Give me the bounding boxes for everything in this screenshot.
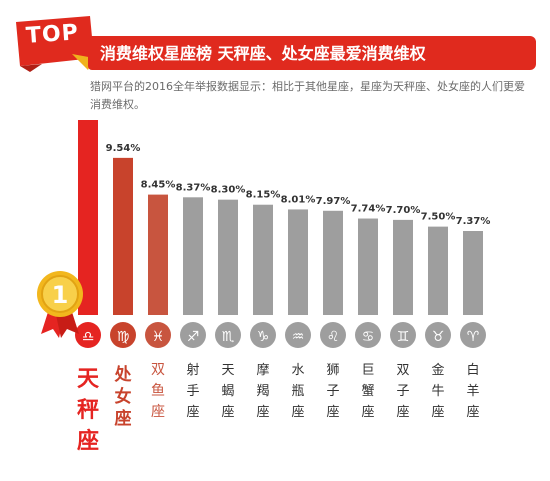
category-label-5-char-2: 座 xyxy=(256,405,269,420)
category-label-8-char-2: 座 xyxy=(361,405,374,420)
category-label-7-char-2: 座 xyxy=(326,405,339,420)
category-label-6-char-1: 瓶 xyxy=(291,384,304,399)
capricorn-icon-glyph: ♑ xyxy=(257,329,270,345)
value-label-9: 7.70% xyxy=(386,205,421,216)
gemini-icon xyxy=(390,322,416,348)
category-label-1-char-2: 座 xyxy=(115,408,132,429)
value-label-5: 8.15% xyxy=(246,190,281,201)
sagittarius-icon xyxy=(180,322,206,348)
aries-icon xyxy=(460,322,486,348)
value-label-7: 7.97% xyxy=(316,196,351,207)
category-label-8-char-1: 蟹 xyxy=(361,384,374,399)
category-label-11-char-2: 座 xyxy=(466,405,479,420)
value-label-11: 7.37% xyxy=(456,216,491,227)
sagittarius-icon-glyph: ♐ xyxy=(187,329,200,345)
libra-icon xyxy=(75,322,101,348)
category-label-2-char-2: 座 xyxy=(151,404,165,420)
value-label-3: 8.37% xyxy=(176,182,211,193)
value-label-2: 8.45% xyxy=(141,180,176,191)
pisces-icon-glyph: ♓ xyxy=(152,329,165,345)
virgo-icon-glyph: ♍ xyxy=(117,329,130,345)
category-label-9-char-2: 座 xyxy=(396,405,409,420)
page-subtitle: 猎网平台的2016全年举报数据显示：相比于其他星座，星座为天秤座、处女座的人们更… xyxy=(90,80,525,111)
bar-11 xyxy=(463,231,483,315)
aries-icon-glyph: ♈ xyxy=(467,329,480,345)
category-label-11-char-1: 羊 xyxy=(466,383,479,399)
bar-1 xyxy=(113,157,133,315)
category-label-5-char-1: 羯 xyxy=(256,384,269,399)
category-label-9-char-0: 双 xyxy=(396,363,409,378)
category-label-5-char-0: 摩 xyxy=(256,362,269,378)
category-label-4-char-0: 天 xyxy=(221,363,234,378)
category-label-2-char-0: 双 xyxy=(151,362,165,378)
category-label-9-char-1: 子 xyxy=(396,384,409,399)
top-badge-text: TOP xyxy=(25,20,80,49)
libra-icon-glyph: ♎ xyxy=(82,329,95,345)
category-label-0-char-1: 秤 xyxy=(77,398,99,423)
aquarius-icon-glyph: ♒ xyxy=(292,329,305,345)
aquarius-icon xyxy=(285,322,311,348)
category-label-6-char-0: 水 xyxy=(291,363,304,378)
bar-0 xyxy=(78,120,98,315)
chart: 10.99%♎天秤座9.54%♍处女座8.45%♓双鱼座8.37%♐射手座8.3… xyxy=(37,120,491,454)
category-label-6-char-2: 座 xyxy=(291,405,304,420)
value-label-1: 9.54% xyxy=(106,143,141,154)
category-label-3-char-2: 座 xyxy=(186,405,199,420)
category-label-1-char-1: 女 xyxy=(115,386,132,407)
value-label-4: 8.30% xyxy=(211,185,246,196)
taurus-icon-glyph: ♉ xyxy=(432,329,445,345)
bar-4 xyxy=(218,199,238,315)
category-label-10-char-1: 牛 xyxy=(431,384,444,399)
value-label-8: 7.74% xyxy=(351,204,386,215)
bar-10 xyxy=(428,226,448,315)
category-label-8-char-0: 巨 xyxy=(361,363,374,378)
category-label-11-char-0: 白 xyxy=(466,362,479,378)
medal-icon: 1 xyxy=(37,271,83,338)
category-label-2-char-1: 鱼 xyxy=(151,382,165,399)
gemini-icon-glyph: ♊ xyxy=(397,329,410,345)
category-label-7-char-0: 狮 xyxy=(326,363,339,378)
bar-8 xyxy=(358,218,378,315)
bar-6 xyxy=(288,209,308,315)
bar-7 xyxy=(323,210,343,315)
category-label-1-char-0: 处 xyxy=(114,364,133,385)
leo-icon xyxy=(320,322,346,348)
category-label-0-char-0: 天 xyxy=(77,367,100,392)
title-bar xyxy=(88,36,536,70)
category-label-4-char-1: 蝎 xyxy=(221,384,234,399)
value-label-10: 7.50% xyxy=(421,212,456,223)
page-title: 消费维权星座榜 天秤座、处女座最爱消费维权 xyxy=(100,44,426,63)
capricorn-icon xyxy=(250,322,276,348)
bar-3 xyxy=(183,197,203,315)
leo-icon-glyph: ♌ xyxy=(327,329,340,345)
header-banner: TOP 消费维权星座榜 天秤座、处女座最爱消费维权 猎网平台的2016全年举报数… xyxy=(0,0,550,120)
bar-5 xyxy=(253,204,273,315)
scorpio-icon xyxy=(215,322,241,348)
bar-2 xyxy=(148,194,168,315)
cancer-icon-glyph: ♋ xyxy=(362,329,375,345)
scorpio-icon-glyph: ♏ xyxy=(222,329,235,345)
category-label-4-char-2: 座 xyxy=(221,405,234,420)
taurus-icon xyxy=(425,322,451,348)
medal-number: 1 xyxy=(52,281,69,309)
category-label-3-char-0: 射 xyxy=(186,362,199,378)
virgo-icon xyxy=(110,322,136,348)
value-label-6: 8.01% xyxy=(281,194,316,205)
category-label-10-char-2: 座 xyxy=(431,405,444,420)
category-label-10-char-0: 金 xyxy=(431,362,444,378)
category-label-0-char-2: 座 xyxy=(77,428,99,454)
pisces-icon xyxy=(145,322,171,348)
category-label-3-char-1: 手 xyxy=(186,384,199,399)
category-label-7-char-1: 子 xyxy=(326,384,339,399)
bar-9 xyxy=(393,219,413,315)
bars-group: 10.99%♎天秤座9.54%♍处女座8.45%♓双鱼座8.37%♐射手座8.3… xyxy=(75,120,491,454)
cancer-icon xyxy=(355,322,381,348)
